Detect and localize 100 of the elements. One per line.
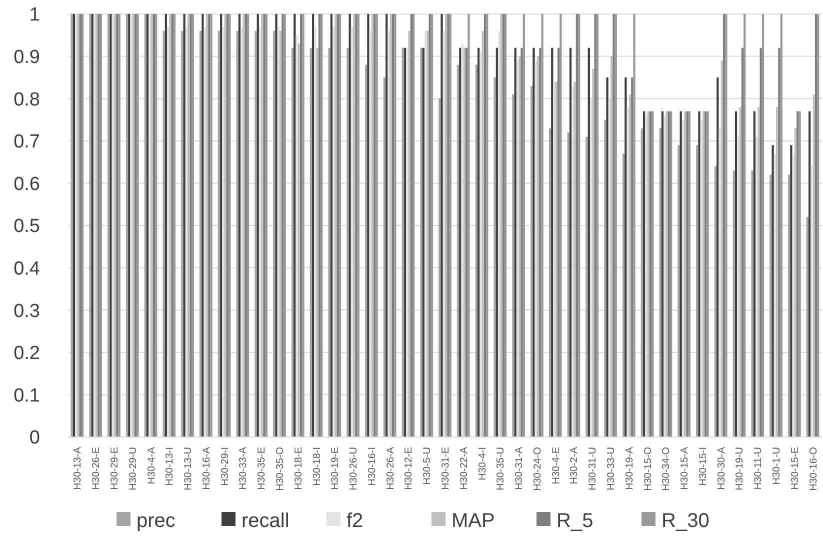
bar (206, 14, 208, 437)
bar (628, 94, 632, 437)
bar (720, 60, 723, 437)
bar (817, 14, 820, 437)
x-tick-label: H30-24-O (532, 446, 544, 491)
bar (318, 14, 321, 437)
bar (806, 217, 809, 437)
bar (539, 48, 542, 437)
bar (649, 111, 652, 437)
bar (606, 77, 608, 437)
bar (404, 48, 406, 437)
bar (659, 128, 662, 437)
bar (494, 77, 496, 437)
bar (586, 136, 588, 437)
bar (670, 111, 672, 437)
y-tick-label: 0.1 (14, 385, 40, 406)
bar (753, 111, 756, 437)
bar (440, 14, 443, 437)
bar (126, 14, 128, 437)
x-tick-label: H30-35-O (274, 446, 286, 491)
bar (739, 107, 742, 437)
x-tick-label: H30-16-A (201, 446, 212, 490)
x-tick-label: H30-13-A (72, 446, 84, 490)
x-tick-label: H30-15-A (680, 446, 691, 490)
bar (814, 14, 818, 437)
bar (647, 111, 650, 437)
bar (576, 14, 578, 437)
bar (310, 48, 312, 437)
x-tick-label: H30-29-E (109, 446, 120, 490)
bar (808, 111, 811, 437)
bar (560, 14, 562, 437)
bar (316, 48, 318, 437)
x-tick-label: H30-11-U (753, 447, 764, 490)
bar (484, 14, 486, 437)
legend-label: MAP (452, 510, 495, 532)
bar (348, 14, 351, 437)
x-tick-label: H30-35-E (256, 446, 268, 490)
bar (482, 30, 484, 437)
bar (734, 111, 738, 437)
bar (367, 14, 370, 437)
x-tick-label: H30-22-A (458, 446, 470, 490)
bar (652, 111, 654, 437)
bar (716, 77, 719, 437)
bar (279, 30, 282, 437)
bar (622, 154, 625, 437)
bar (392, 14, 394, 437)
bar (164, 14, 167, 437)
x-tick-label: H30-15-I (698, 447, 709, 486)
bar (273, 30, 276, 437)
y-tick-label: 0.2 (14, 343, 40, 364)
bar (688, 111, 691, 437)
bar (778, 48, 780, 437)
bar (574, 82, 576, 437)
x-tick-label: H30-15-E (790, 446, 801, 490)
x-tick-label: H30-12-E (404, 446, 415, 490)
x-tick-label: H30-31-E (440, 446, 452, 490)
bar (758, 107, 760, 437)
bar (181, 30, 184, 437)
x-tick-label: H30-18-I (312, 447, 323, 486)
bar (741, 48, 744, 437)
bar (463, 48, 466, 437)
bar (438, 98, 441, 437)
x-tick-label: H30-30-A (716, 446, 728, 490)
x-tick-label: H30-31-A (514, 446, 526, 490)
x-tick-label: H30-33-A (238, 446, 250, 490)
bar (146, 14, 149, 437)
bar (567, 132, 570, 437)
bar (152, 14, 156, 437)
x-tick-label: H30-4-I (477, 447, 488, 480)
bar (596, 14, 599, 437)
y-tick-label: 0.3 (14, 300, 40, 322)
bar (410, 14, 413, 437)
bar (504, 14, 507, 437)
x-tick-label: H30-15-O (642, 446, 654, 491)
bar (698, 111, 700, 437)
legend-label: f2 (346, 510, 364, 532)
bar (383, 77, 386, 437)
bar (661, 111, 664, 437)
x-tick-label: H30-18-E (293, 446, 304, 490)
x-tick-label: H30-4-E (550, 446, 562, 484)
y-tick-label: 0.8 (14, 89, 40, 110)
x-tick-label: H30-29-I (220, 447, 231, 486)
x-tick-label: H30-2-A (569, 446, 580, 484)
bar (643, 111, 646, 437)
bar (751, 170, 754, 437)
bar (199, 30, 202, 437)
x-tick-label: H30-33-U (606, 447, 618, 490)
legend-label: R_30 (662, 510, 710, 532)
x-tick-label: H30-31-U (588, 447, 599, 490)
bar (551, 48, 554, 437)
bar (714, 166, 717, 437)
bar (790, 145, 792, 437)
legend-label: recall (242, 510, 290, 532)
bar (114, 14, 116, 437)
x-tick-label: H30-1-U (772, 447, 783, 485)
bar (365, 64, 368, 437)
y-tick-label: 0.4 (14, 258, 40, 280)
bar (518, 56, 521, 437)
bar (226, 14, 229, 437)
bar (520, 48, 523, 437)
